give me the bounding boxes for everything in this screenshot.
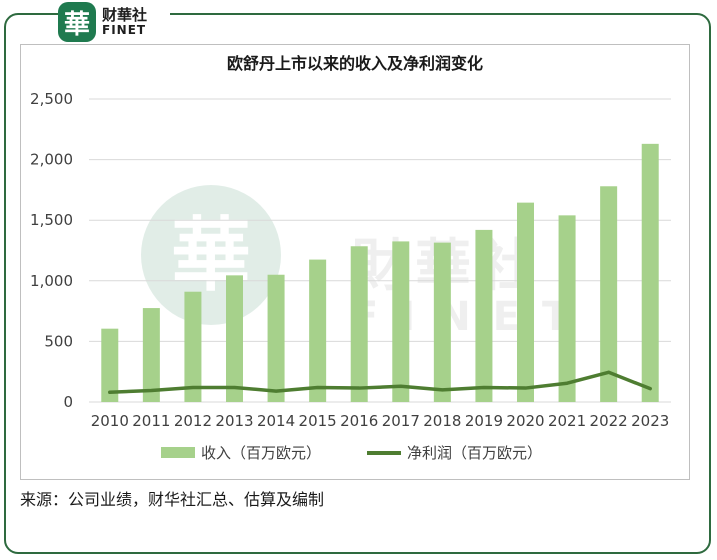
x-tick-label: 2016 <box>340 412 378 430</box>
net-profit-point <box>524 386 527 390</box>
x-tick-label: 2017 <box>382 412 420 430</box>
y-tick-label: 2,000 <box>30 151 73 169</box>
revenue-bars <box>101 143 659 402</box>
legend-revenue-swatch <box>161 447 195 458</box>
x-tick-label: 2020 <box>506 412 544 430</box>
chart-svg: 華 財華社 FINET 欧舒丹上市以来的收入及净利润变化 05001,0001,… <box>30 54 671 462</box>
y-tick-label: 2,500 <box>30 90 73 108</box>
y-axis-ticks: 0 500 1,000 1,500 2,000 2,500 <box>30 90 73 411</box>
revenue-bar <box>142 308 160 402</box>
revenue-bar <box>600 186 618 402</box>
revenue-bar <box>392 241 410 402</box>
x-tick-label: 2015 <box>299 412 337 430</box>
net-profit-point <box>191 385 195 389</box>
revenue-bar <box>226 275 243 402</box>
net-profit-point <box>482 385 486 389</box>
net-profit-point <box>565 381 569 385</box>
x-tick-label: 2023 <box>631 412 669 430</box>
net-profit-point <box>274 389 278 393</box>
x-tick-label: 2018 <box>423 412 461 430</box>
x-tick-label: 2013 <box>215 412 253 430</box>
net-profit-point <box>399 384 403 388</box>
logo-name-cn: 财華社 <box>102 5 148 24</box>
net-profit-point <box>440 388 444 392</box>
finet-logo: 華 财華社 FINET <box>58 0 170 44</box>
net-profit-point <box>233 385 236 389</box>
x-tick-label: 2021 <box>548 412 586 430</box>
logo-badge: 華 <box>58 2 96 42</box>
chart-container: 華 財華社 FINET 欧舒丹上市以来的收入及净利润变化 05001,0001,… <box>20 44 690 480</box>
y-tick-label: 0 <box>63 393 73 411</box>
revenue-bar <box>184 291 202 402</box>
logo-name-en: FINET <box>102 22 147 37</box>
net-profit-point <box>316 385 320 389</box>
chart-title: 欧舒丹上市以来的收入及净利润变化 <box>227 54 483 73</box>
x-tick-label: 2011 <box>132 412 170 430</box>
legend: 收入（百万欧元） 净利润（百万欧元） <box>161 444 542 462</box>
net-profit-point <box>357 386 361 390</box>
source-note: 来源：公司业绩，财华社汇总、估算及编制 <box>20 490 325 509</box>
y-tick-label: 500 <box>44 332 73 350</box>
x-tick-label: 2019 <box>465 412 503 430</box>
x-tick-label: 2022 <box>590 412 628 430</box>
y-tick-label: 1,500 <box>30 211 73 229</box>
logo-text: 财華社 FINET <box>102 5 148 37</box>
net-profit-point <box>108 390 112 394</box>
revenue-bar <box>433 242 451 402</box>
x-tick-label: 2014 <box>257 412 295 430</box>
revenue-bar <box>558 215 576 402</box>
legend-revenue-label: 收入（百万欧元） <box>201 444 321 462</box>
x-axis-ticks: 2010 2011 2012 2013 2014 2015 2016 2017 2018 2019… <box>91 412 670 430</box>
net-profit-point <box>648 387 652 391</box>
watermark-en: FINET <box>351 294 591 340</box>
revenue-bar <box>517 202 534 402</box>
y-tick-label: 1,000 <box>30 272 73 290</box>
revenue-bar <box>309 259 327 402</box>
legend-net-profit-label: 净利润（百万欧元） <box>407 444 542 462</box>
revenue-bar <box>350 246 368 402</box>
net-profit-point <box>607 370 611 374</box>
net-profit-point <box>149 388 153 392</box>
revenue-bar <box>101 328 119 402</box>
revenue-bar <box>641 143 659 402</box>
revenue-bar <box>267 274 285 402</box>
card-frame <box>4 13 711 554</box>
x-tick-label: 2010 <box>91 412 129 430</box>
net-profit-series-line <box>108 370 652 395</box>
net-profit-line <box>108 370 652 395</box>
revenue-bar <box>475 229 493 402</box>
x-tick-label: 2012 <box>174 412 212 430</box>
